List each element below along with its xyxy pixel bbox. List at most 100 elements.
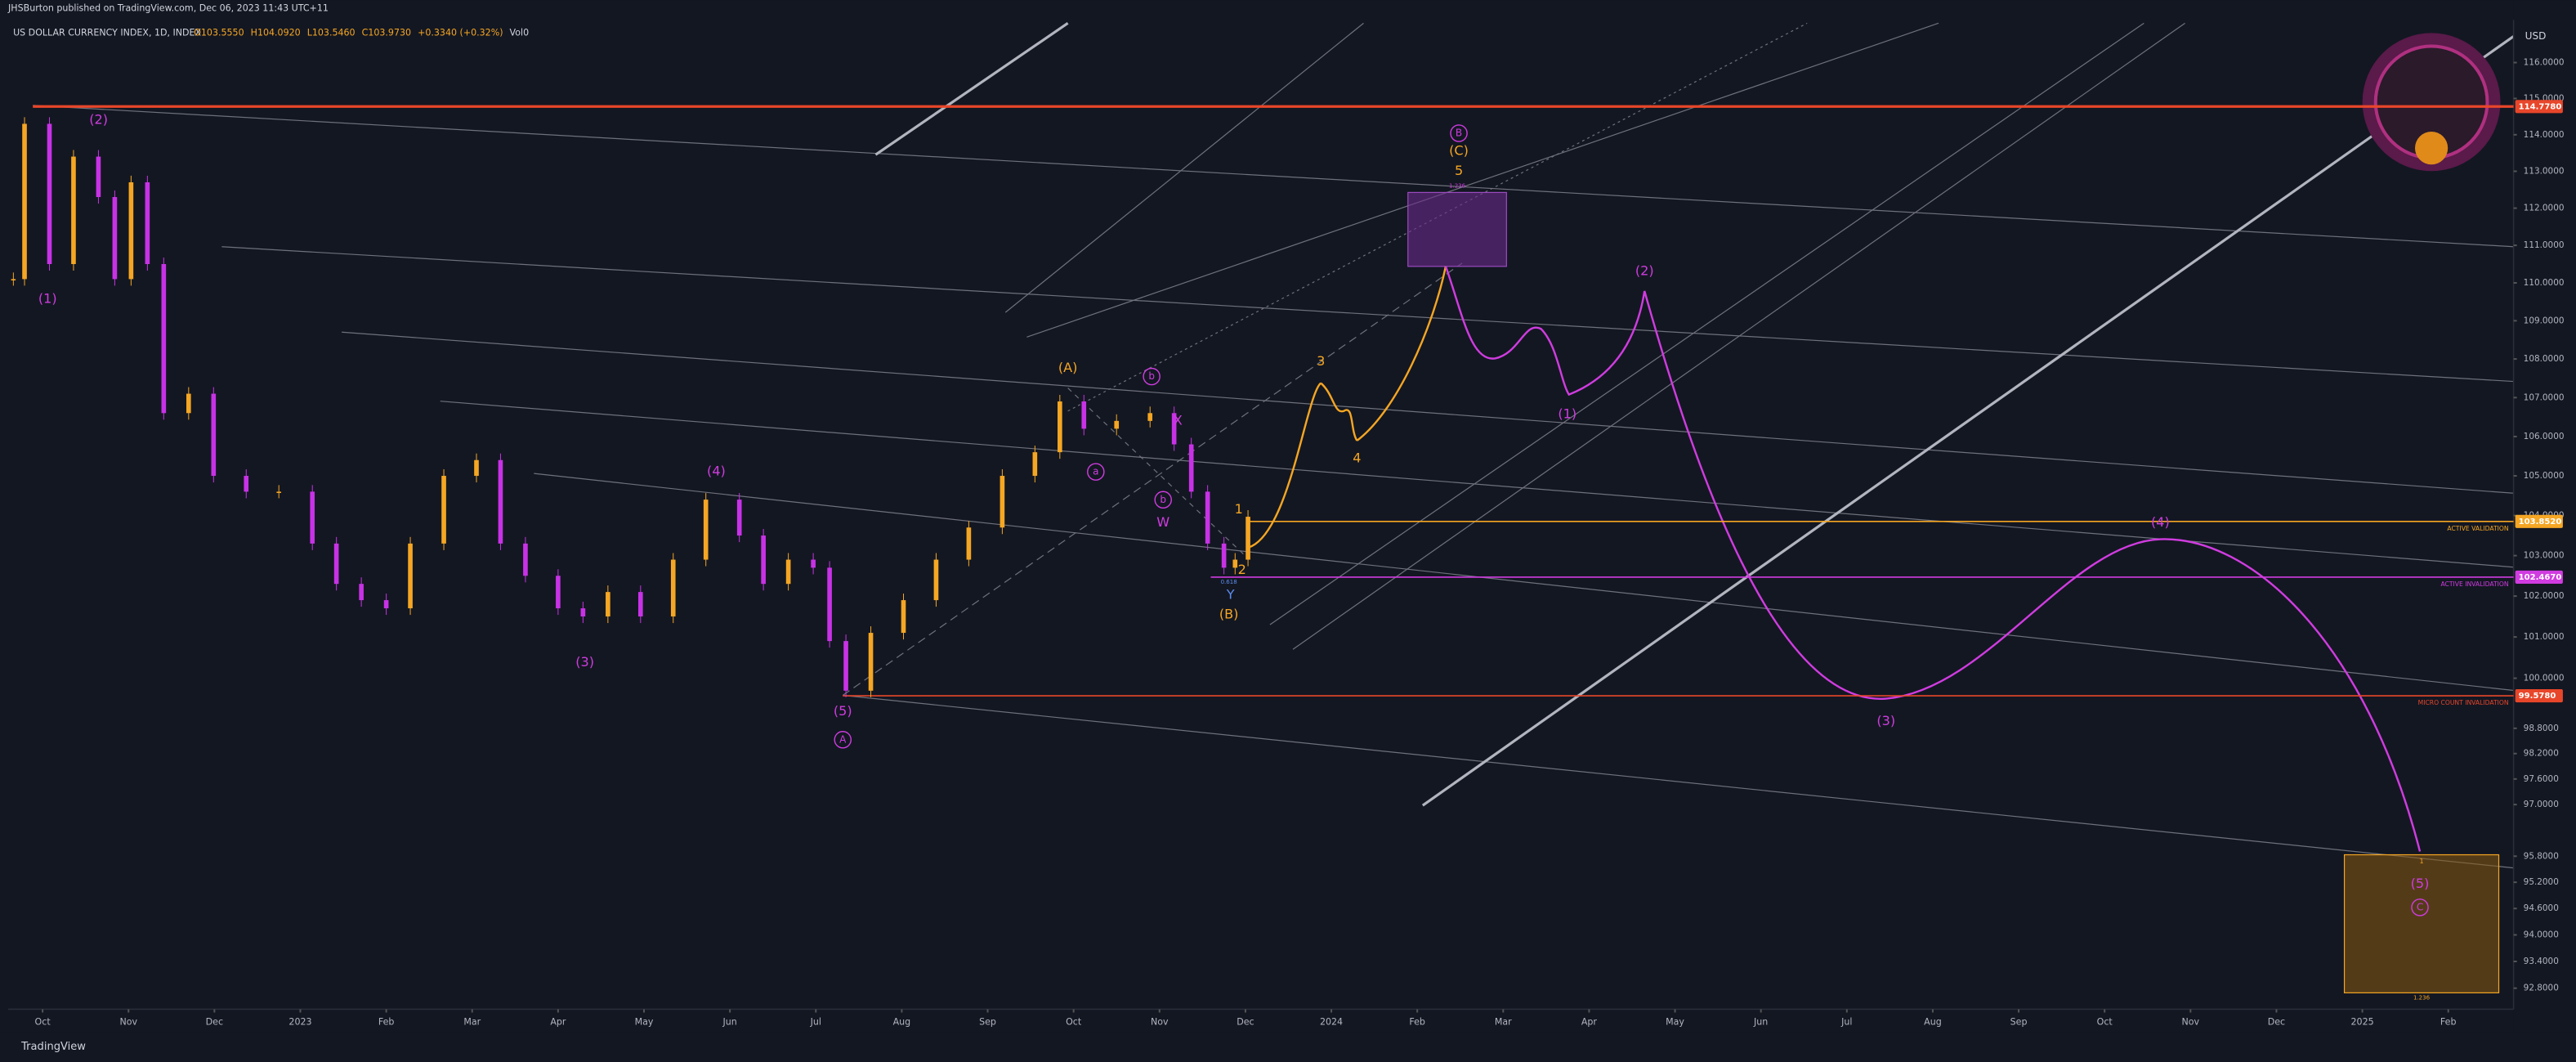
x-tick-label: Nov xyxy=(1151,1017,1169,1028)
candle xyxy=(1221,543,1227,568)
y-tick-label: 116.0000 xyxy=(2524,58,2565,68)
candle xyxy=(1205,491,1210,544)
candle xyxy=(761,535,766,585)
x-tick-label: May xyxy=(635,1017,654,1028)
candle xyxy=(966,527,972,560)
x-tick-label: Dec xyxy=(206,1017,223,1028)
x-tick-label: Aug xyxy=(1924,1017,1942,1028)
y-tick-label: 103.0000 xyxy=(2524,551,2565,561)
wave-label: a xyxy=(1093,466,1098,477)
target-zone xyxy=(2343,854,2500,993)
ohlc-value: H104.0920 xyxy=(251,27,301,38)
wave-label: 2 xyxy=(1238,562,1246,577)
price-tag xyxy=(2515,100,2563,114)
wave-label: b xyxy=(1148,370,1155,382)
wave-label: B xyxy=(1456,128,1462,139)
x-tick-label: Oct xyxy=(35,1017,51,1028)
candle xyxy=(474,459,479,477)
wave-label: 3 xyxy=(1317,353,1325,369)
y-tick-label: 93.4000 xyxy=(2524,957,2559,966)
price-tag xyxy=(2515,688,2563,703)
candle xyxy=(670,559,676,617)
candle xyxy=(556,576,561,609)
candle xyxy=(333,543,339,585)
wave-label: C xyxy=(2417,901,2423,912)
candle xyxy=(211,393,217,477)
y-tick-label: 92.8000 xyxy=(2524,984,2559,993)
x-tick-label: Jul xyxy=(810,1017,821,1028)
y-tick-label: 94.6000 xyxy=(2524,903,2559,913)
price-tag xyxy=(2515,570,2563,584)
x-tick-label: Feb xyxy=(2440,1017,2457,1028)
candle xyxy=(523,543,528,576)
y-tick-label: 97.6000 xyxy=(2524,774,2559,784)
candle xyxy=(1188,444,1194,492)
candle xyxy=(359,584,364,601)
trend-lines xyxy=(33,22,2514,869)
price-tag-label: 103.8520 xyxy=(2519,518,2562,527)
wave-label: (1) xyxy=(38,291,57,307)
x-tick-label: Sep xyxy=(979,1017,996,1028)
y-tick-label: 114.0000 xyxy=(2524,130,2565,140)
y-tick-label: 100.0000 xyxy=(2524,674,2565,683)
candle xyxy=(901,600,906,634)
x-tick-label: Mar xyxy=(463,1017,481,1028)
x-tick-label: Mar xyxy=(1495,1017,1512,1028)
candle xyxy=(112,197,118,280)
y-tick-label: 98.2000 xyxy=(2524,749,2559,759)
candle xyxy=(310,491,315,544)
wave-label: (3) xyxy=(575,654,594,670)
candle xyxy=(161,263,167,414)
y-tick-label: 108.0000 xyxy=(2524,354,2565,364)
x-tick-label: Nov xyxy=(2182,1017,2200,1028)
candle xyxy=(186,393,191,414)
candle xyxy=(811,559,816,568)
ohlc-value: Vol0 xyxy=(510,27,530,38)
wave-label: W xyxy=(1156,514,1169,530)
x-tick-label: Jun xyxy=(722,1017,737,1028)
candle xyxy=(580,608,586,617)
trend-line xyxy=(874,22,1069,156)
wave-label: A xyxy=(839,733,847,745)
wave-label: (A) xyxy=(1058,360,1078,375)
wave-circle xyxy=(1087,463,1105,481)
y-tick-label: 98.8000 xyxy=(2524,724,2559,733)
wave-label: X xyxy=(1174,412,1183,428)
x-tick-label: Oct xyxy=(2097,1017,2113,1028)
candle xyxy=(1058,401,1062,453)
wave-label: (5) xyxy=(2411,876,2430,891)
y-tick-label: 107.0000 xyxy=(2524,392,2565,402)
wave-label: (4) xyxy=(2151,514,2170,530)
y-tick-label: 111.0000 xyxy=(2524,240,2565,250)
price-tag xyxy=(2515,514,2563,528)
projection-path xyxy=(1248,266,1447,549)
y-tick-label: 105.0000 xyxy=(2524,471,2565,481)
wave-label: (1) xyxy=(1558,406,1576,421)
logo xyxy=(2362,33,2501,172)
level-label: ACTIVE INVALIDATION xyxy=(2440,580,2508,588)
ohlc-value: L103.5460 xyxy=(307,27,356,38)
wave-label: 1 xyxy=(1235,501,1243,517)
candle xyxy=(785,559,791,585)
candle xyxy=(71,156,76,264)
x-tick-label: 2023 xyxy=(288,1017,311,1028)
y-tick-label: 110.0000 xyxy=(2524,278,2565,288)
candle xyxy=(276,491,282,494)
x-tick-label: 2025 xyxy=(2351,1017,2374,1028)
wave-label: (C) xyxy=(1449,143,1469,159)
wave-label: 1.236 xyxy=(1449,181,1466,189)
target-zone xyxy=(1407,191,1507,267)
candle xyxy=(1114,420,1120,429)
symbol: US DOLLAR CURRENCY INDEX, 1D, INDEX xyxy=(13,27,201,38)
candle xyxy=(606,592,610,617)
candle xyxy=(96,156,101,198)
ohlc-value: O103.5550 xyxy=(194,27,244,38)
candle xyxy=(498,459,503,544)
y-tick-label: 112.0000 xyxy=(2524,204,2565,213)
wave-label: Y xyxy=(1226,586,1235,602)
wave-circle xyxy=(1143,367,1161,386)
candle xyxy=(703,500,709,560)
x-tick-label: Sep xyxy=(2010,1017,2028,1028)
candle xyxy=(637,592,643,617)
